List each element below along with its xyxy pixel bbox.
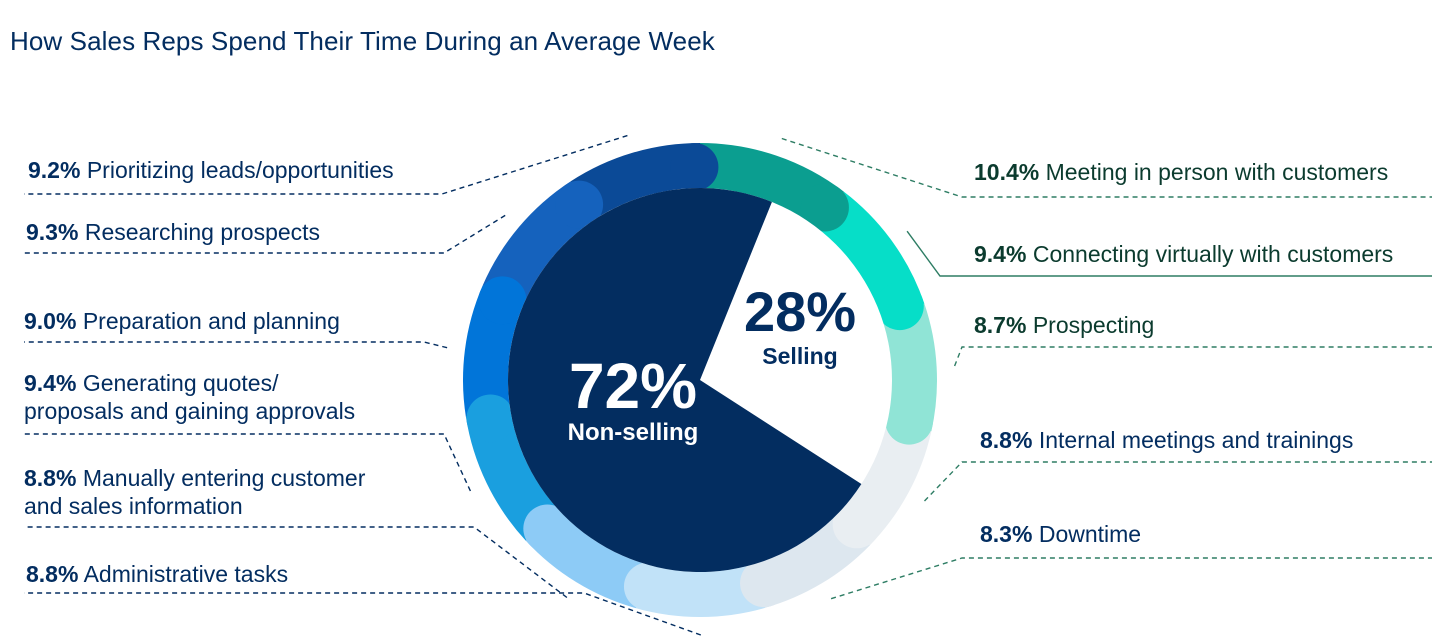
pie-slice-non-selling bbox=[508, 188, 862, 573]
label-generating-quotes: 9.4% Generating quotes/ proposals and ga… bbox=[24, 370, 356, 424]
selling-summary: 28% Selling bbox=[730, 282, 870, 370]
label-prospecting: 8.7% Prospecting bbox=[974, 312, 1155, 338]
label-meeting-in-person: 10.4% Meeting in person with customers bbox=[974, 159, 1389, 185]
label-preparation-planning: 9.0% Preparation and planning bbox=[24, 308, 340, 334]
label-researching-prospects: 9.3% Researching prospects bbox=[26, 219, 321, 245]
ring-cap-connecting-virtually-with-customers bbox=[875, 282, 924, 331]
selling-label: Selling bbox=[762, 343, 838, 369]
non-selling-summary: 72% Non-selling bbox=[548, 354, 718, 448]
ring-cap-manually-entering-customer-and-sales-information bbox=[523, 504, 572, 553]
leader-line-researching-prospects bbox=[24, 214, 506, 254]
ring-cap-internal-meetings-and-trainings bbox=[832, 500, 881, 549]
ring-cap-prioritizing-leads-opportunities bbox=[670, 143, 719, 192]
leader-line-downtime bbox=[830, 557, 1432, 600]
leader-line-preparation-and-planning bbox=[24, 341, 448, 349]
label-downtime: 8.3% Downtime bbox=[980, 521, 1142, 547]
leader-lines bbox=[24, 134, 1432, 636]
non-selling-percent: 72% bbox=[568, 350, 698, 422]
leader-line-connecting-virtually-with-customers bbox=[906, 230, 1432, 277]
leader-line-manually-entering-customer-and-sales-information bbox=[24, 526, 568, 599]
label-connecting-virtually: 9.4% Connecting virtually with customers bbox=[974, 241, 1394, 267]
label-prioritizing-leads: 9.2% Prioritizing leads/opportunities bbox=[28, 157, 394, 183]
non-selling-label: Non-selling bbox=[567, 419, 699, 446]
leader-line-generating-quotes-proposals-and-gaining-approvals bbox=[24, 433, 472, 492]
ring-cap-preparation-and-planning bbox=[478, 276, 527, 325]
ring-cap-prospecting bbox=[885, 396, 934, 445]
label-administrative-tasks: 8.8% Administrative tasks bbox=[26, 561, 289, 587]
chart-title: How Sales Reps Spend Their Time During a… bbox=[10, 26, 715, 56]
label-internal-meetings: 8.8% Internal meetings and trainings bbox=[980, 427, 1354, 453]
leader-line-meeting-in-person-with-customers bbox=[781, 137, 1432, 198]
ring-cap-administrative-tasks bbox=[623, 562, 672, 611]
leader-line-administrative-tasks bbox=[24, 592, 702, 636]
leader-line-internal-meetings-and-trainings bbox=[923, 461, 1432, 502]
leader-line-prospecting bbox=[953, 346, 1432, 367]
ring-cap-generating-quotes-proposals-and-gaining-approvals bbox=[466, 394, 515, 443]
ring-cap-researching-prospects bbox=[555, 180, 604, 229]
inner-pie bbox=[508, 188, 892, 573]
ring-cap-meeting-in-person-with-customers bbox=[800, 183, 849, 232]
selling-percent: 28% bbox=[743, 280, 857, 343]
leader-line-prioritizing-leads-opportunities bbox=[24, 134, 628, 195]
label-manual-entry: 8.8% Manually entering customer and sale… bbox=[24, 465, 366, 519]
donut-ring bbox=[463, 143, 937, 617]
ring-cap-downtime bbox=[740, 559, 789, 608]
